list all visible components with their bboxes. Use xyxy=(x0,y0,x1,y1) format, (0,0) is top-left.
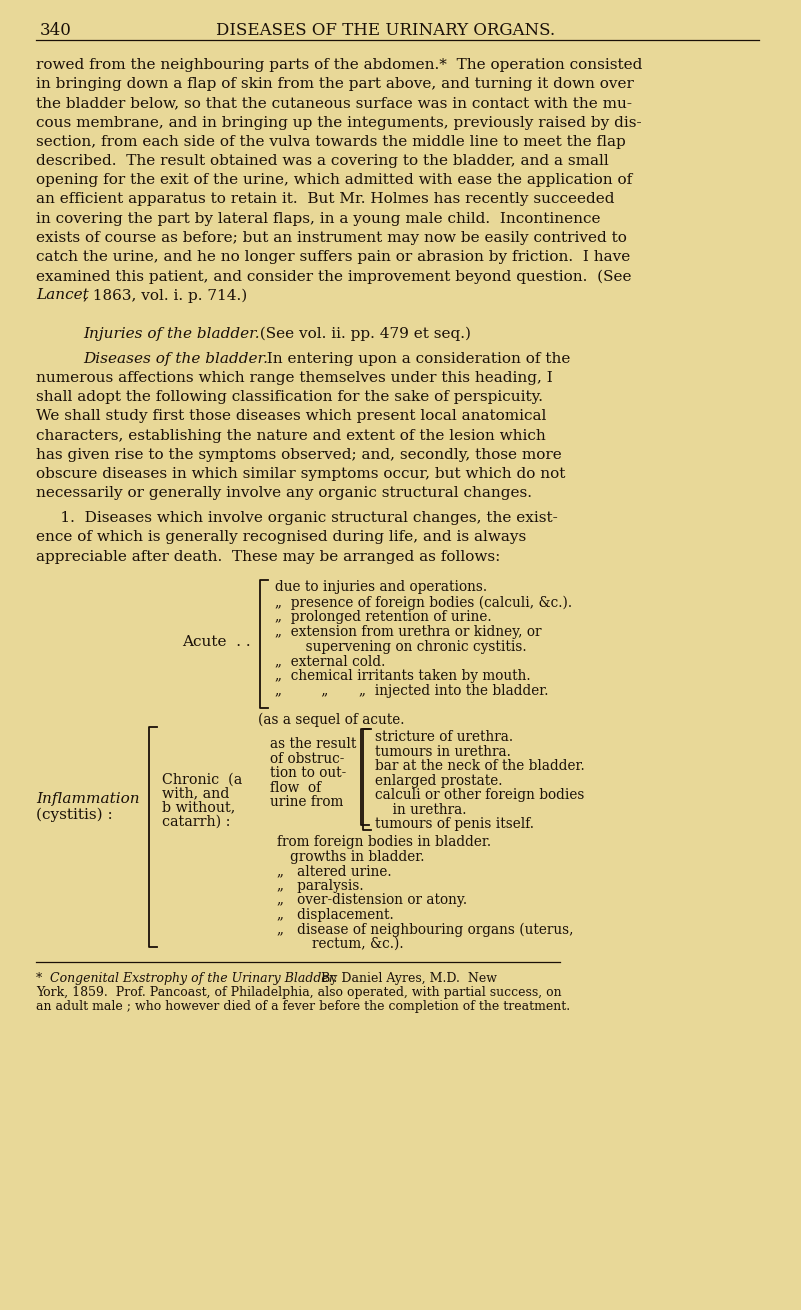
Text: section, from each side of the vulva towards the middle line to meet the flap: section, from each side of the vulva tow… xyxy=(36,135,626,149)
Text: In entering upon a consideration of the: In entering upon a consideration of the xyxy=(257,352,570,365)
Text: due to injuries and operations.: due to injuries and operations. xyxy=(275,580,487,595)
Text: Diseases of the bladder.: Diseases of the bladder. xyxy=(83,352,268,365)
Text: an adult male ; who however died of a fever before the completion of the treatme: an adult male ; who however died of a fe… xyxy=(36,1001,570,1014)
Text: catarrh) :: catarrh) : xyxy=(162,815,231,828)
Text: „   disease of neighbouring organs (uterus,: „ disease of neighbouring organs (uterus… xyxy=(277,922,574,937)
Text: „   over-distension or atony.: „ over-distension or atony. xyxy=(277,893,467,908)
Text: of obstruc-: of obstruc- xyxy=(270,752,344,766)
Text: By Daniel Ayres, M.D.  New: By Daniel Ayres, M.D. New xyxy=(313,972,497,985)
Text: tion to out-: tion to out- xyxy=(270,766,346,781)
Text: *: * xyxy=(36,972,46,985)
Text: described.  The result obtained was a covering to the bladder, and a small: described. The result obtained was a cov… xyxy=(36,155,609,168)
Text: appreciable after death.  These may be arranged as follows:: appreciable after death. These may be ar… xyxy=(36,549,501,563)
Text: „   displacement.: „ displacement. xyxy=(277,908,394,922)
Text: Inflammation: Inflammation xyxy=(36,793,140,807)
Text: shall adopt the following classification for the sake of perspicuity.: shall adopt the following classification… xyxy=(36,390,543,405)
Text: examined this patient, and consider the improvement beyond question.  (See: examined this patient, and consider the … xyxy=(36,269,632,283)
Text: numerous affections which range themselves under this heading, I: numerous affections which range themselv… xyxy=(36,371,553,385)
Text: growths in bladder.: growths in bladder. xyxy=(277,850,425,863)
Text: „  external cold.: „ external cold. xyxy=(275,654,385,668)
Text: „  prolonged retention of urine.: „ prolonged retention of urine. xyxy=(275,610,492,624)
Text: „  extension from urethra or kidney, or: „ extension from urethra or kidney, or xyxy=(275,625,541,639)
Text: Injuries of the bladder.: Injuries of the bladder. xyxy=(83,326,260,341)
Text: characters, establishing the nature and extent of the lesion which: characters, establishing the nature and … xyxy=(36,428,546,443)
Text: an efficient apparatus to retain it.  But Mr. Holmes has recently succeeded: an efficient apparatus to retain it. But… xyxy=(36,193,615,207)
Text: tumours in urethra.: tumours in urethra. xyxy=(375,745,511,758)
Text: 1.  Diseases which involve organic structural changes, the exist-: 1. Diseases which involve organic struct… xyxy=(36,511,558,525)
Text: stricture of urethra.: stricture of urethra. xyxy=(375,730,513,744)
Text: as the result: as the result xyxy=(270,738,356,752)
Text: York, 1859.  Prof. Pancoast, of Philadelphia, also operated, with partial succes: York, 1859. Prof. Pancoast, of Philadelp… xyxy=(36,986,562,1000)
Text: DISEASES OF THE URINARY ORGANS.: DISEASES OF THE URINARY ORGANS. xyxy=(216,22,555,39)
Text: the bladder below, so that the cutaneous surface was in contact with the mu-: the bladder below, so that the cutaneous… xyxy=(36,97,632,110)
Text: has given rise to the symptoms observed; and, secondly, those more: has given rise to the symptoms observed;… xyxy=(36,448,562,461)
Text: (See vol. ii. pp. 479 et seq.): (See vol. ii. pp. 479 et seq.) xyxy=(251,326,472,341)
Text: Congenital Exstrophy of the Urinary Bladder.: Congenital Exstrophy of the Urinary Blad… xyxy=(50,972,337,985)
Text: „  chemical irritants taken by mouth.: „ chemical irritants taken by mouth. xyxy=(275,669,530,683)
Text: b without,: b without, xyxy=(162,800,235,815)
Text: „  presence of foreign bodies (calculi, &c.).: „ presence of foreign bodies (calculi, &… xyxy=(275,595,572,609)
Text: rowed from the neighbouring parts of the abdomen.*  The operation consisted: rowed from the neighbouring parts of the… xyxy=(36,58,642,72)
Text: , 1863, vol. i. p. 714.): , 1863, vol. i. p. 714.) xyxy=(83,288,247,303)
Text: obscure diseases in which similar symptoms occur, but which do not: obscure diseases in which similar sympto… xyxy=(36,466,566,481)
Text: tumours of penis itself.: tumours of penis itself. xyxy=(375,817,534,832)
Text: „   altered urine.: „ altered urine. xyxy=(277,865,392,878)
Text: „         „       „  injected into the bladder.: „ „ „ injected into the bladder. xyxy=(275,684,549,698)
Text: calculi or other foreign bodies: calculi or other foreign bodies xyxy=(375,789,585,802)
Text: from foreign bodies in bladder.: from foreign bodies in bladder. xyxy=(277,836,491,849)
Text: rectum, &c.).: rectum, &c.). xyxy=(277,937,404,951)
Text: Lancet: Lancet xyxy=(36,288,89,303)
Text: Chronic  (a: Chronic (a xyxy=(162,773,243,786)
Text: bar at the neck of the bladder.: bar at the neck of the bladder. xyxy=(375,760,585,773)
Text: (cystitis) :: (cystitis) : xyxy=(36,807,113,821)
Text: necessarily or generally involve any organic structural changes.: necessarily or generally involve any org… xyxy=(36,486,533,500)
Text: „   paralysis.: „ paralysis. xyxy=(277,879,364,893)
Text: Acute  . .: Acute . . xyxy=(182,635,251,650)
Text: in covering the part by lateral flaps, in a young male child.  Incontinence: in covering the part by lateral flaps, i… xyxy=(36,212,601,225)
Text: cous membrane, and in bringing up the integuments, previously raised by dis-: cous membrane, and in bringing up the in… xyxy=(36,115,642,130)
Text: We shall study first those diseases which present local anatomical: We shall study first those diseases whic… xyxy=(36,409,547,423)
Text: (as a sequel of acute.: (as a sequel of acute. xyxy=(258,713,405,727)
Text: flow  of: flow of xyxy=(270,781,321,795)
Text: exists of course as before; but an instrument may now be easily contrived to: exists of course as before; but an instr… xyxy=(36,231,627,245)
Text: in urethra.: in urethra. xyxy=(375,803,467,817)
Text: 340: 340 xyxy=(39,22,71,39)
Text: ence of which is generally recognised during life, and is always: ence of which is generally recognised du… xyxy=(36,531,526,545)
Text: urine from: urine from xyxy=(270,795,344,810)
Text: in bringing down a flap of skin from the part above, and turning it down over: in bringing down a flap of skin from the… xyxy=(36,77,634,92)
Text: supervening on chronic cystitis.: supervening on chronic cystitis. xyxy=(275,639,526,654)
Text: opening for the exit of the urine, which admitted with ease the application of: opening for the exit of the urine, which… xyxy=(36,173,633,187)
Text: catch the urine, and he no longer suffers pain or abrasion by friction.  I have: catch the urine, and he no longer suffer… xyxy=(36,250,630,265)
Text: enlarged prostate.: enlarged prostate. xyxy=(375,774,503,787)
Text: with, and: with, and xyxy=(162,786,229,800)
